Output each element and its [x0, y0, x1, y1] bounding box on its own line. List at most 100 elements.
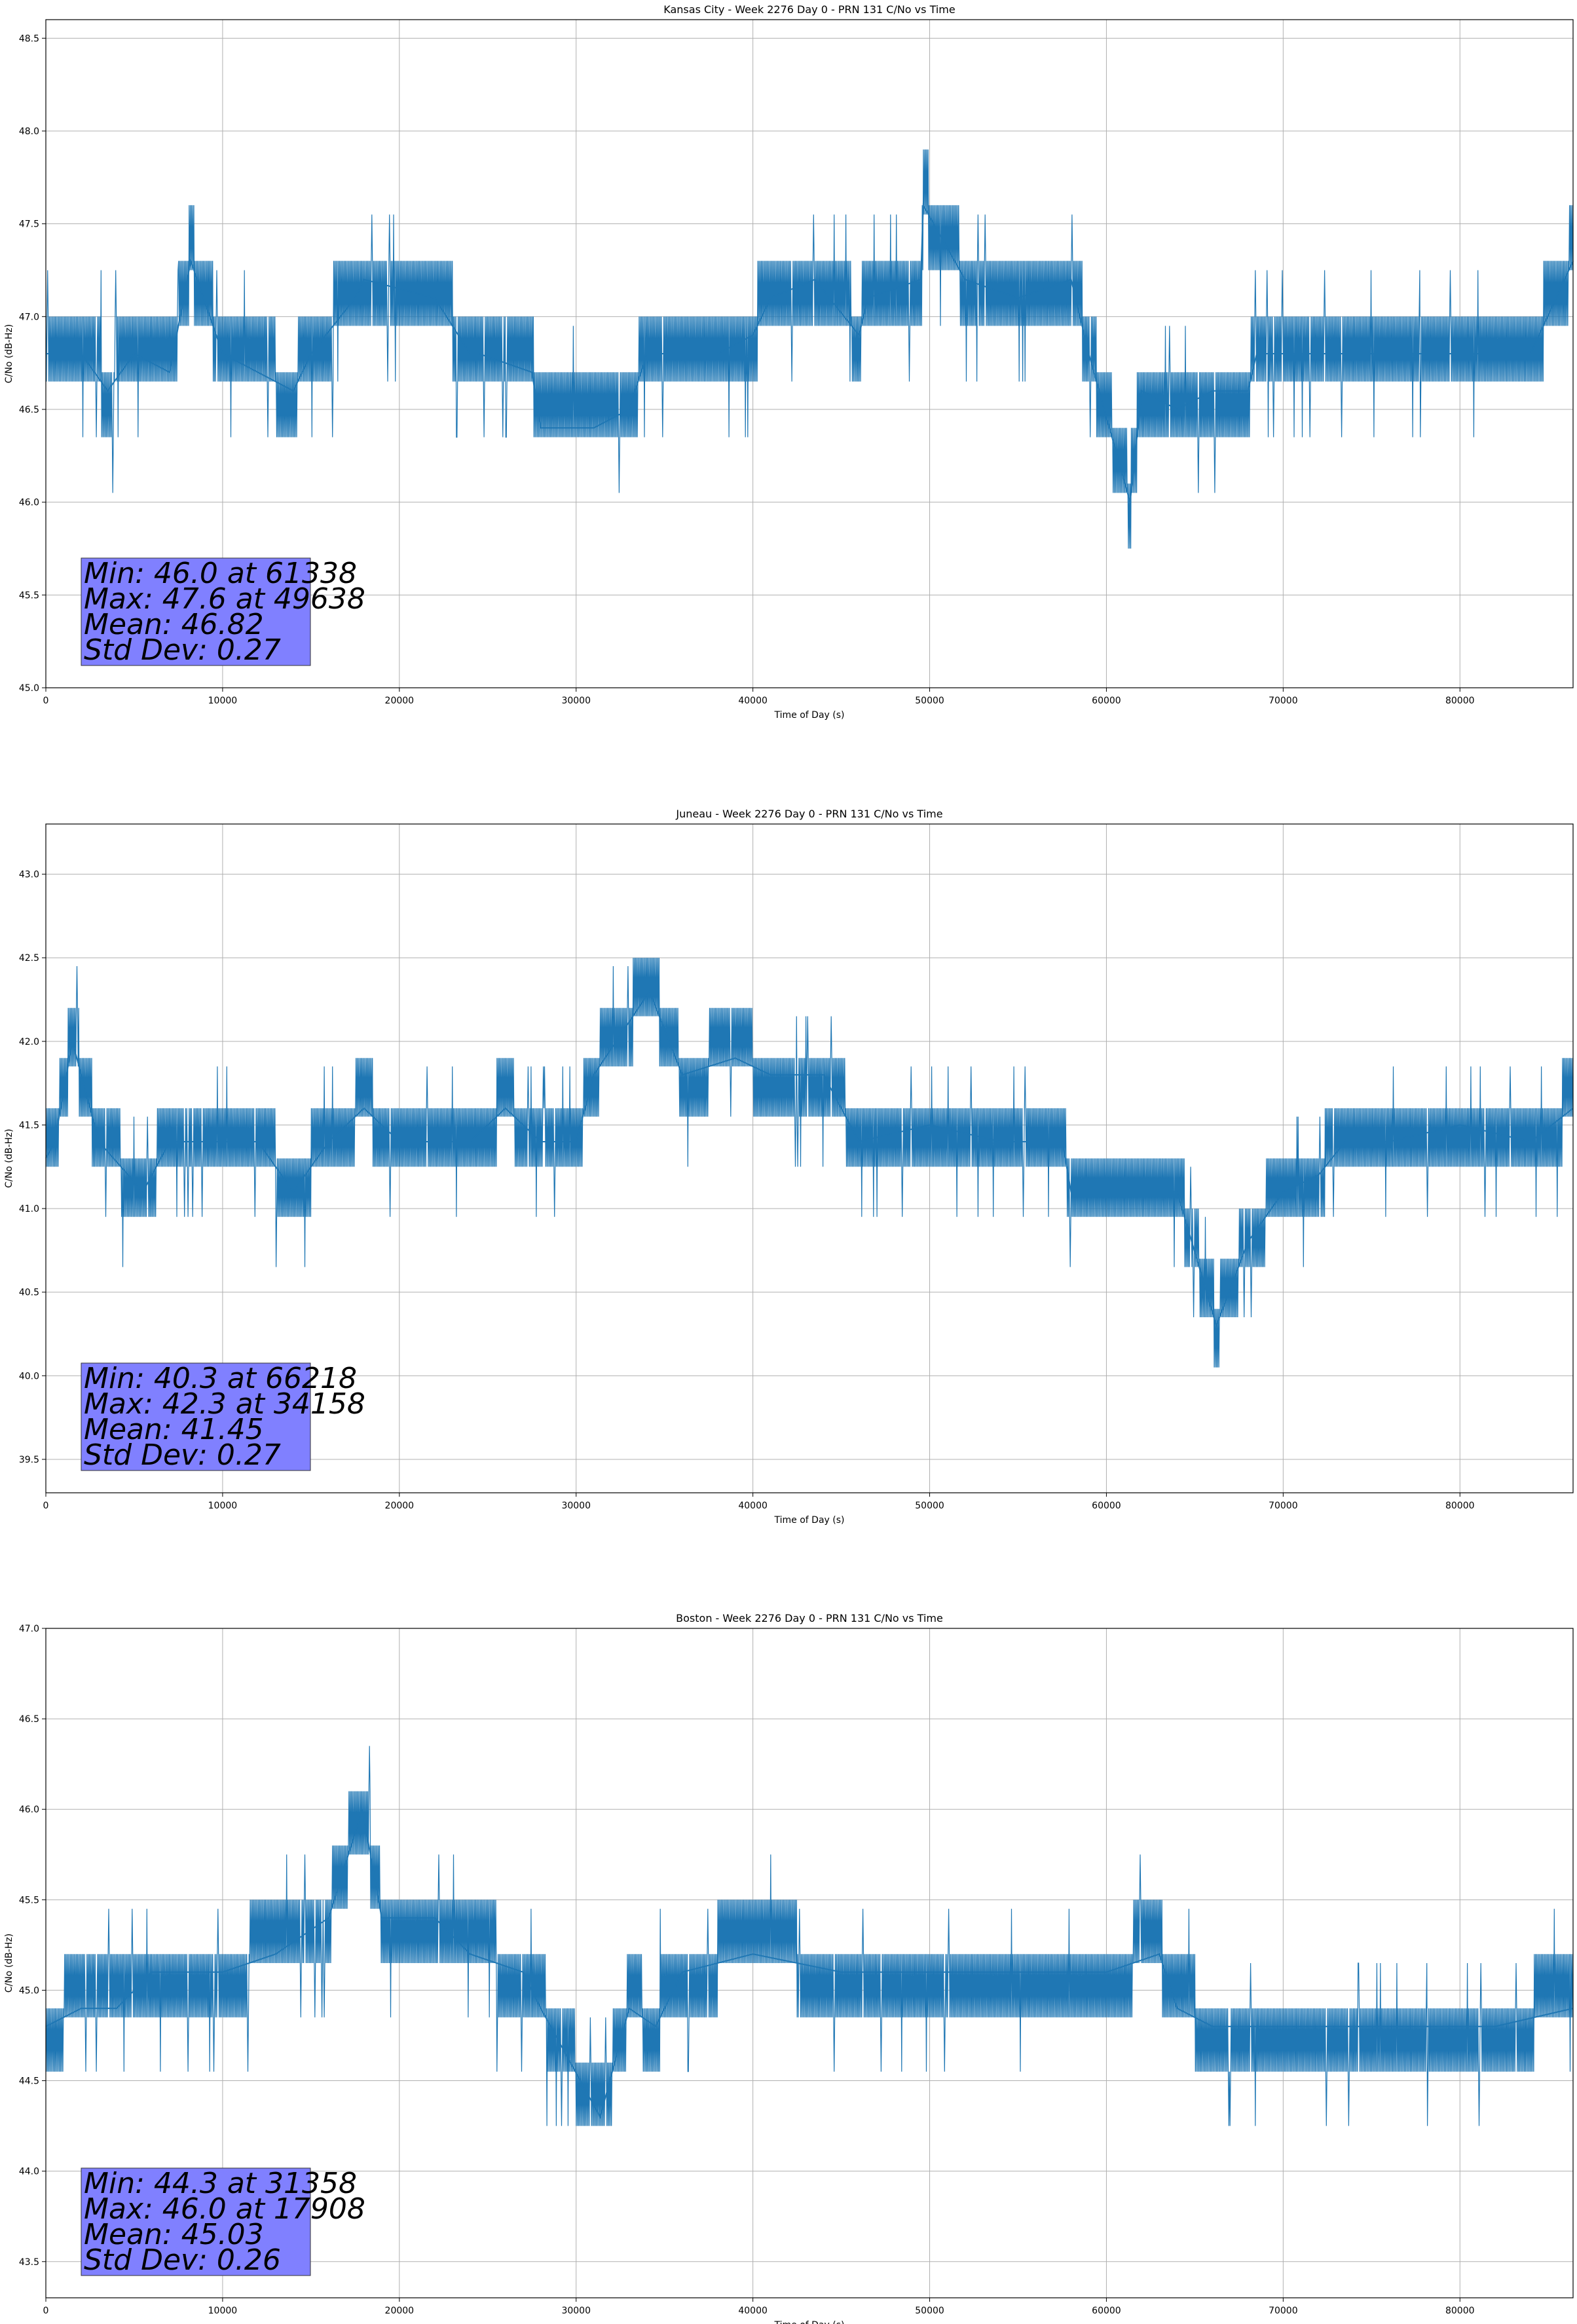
stats-box-background	[81, 557, 311, 666]
x-tick-label: 40000	[738, 1501, 768, 1511]
x-ticks: 0 10000 20000 30000 40000 50000 60000 70000 8000…	[43, 688, 1475, 706]
stats-line: Max: 46.0 at 17908	[84, 2192, 365, 2226]
y-tick-label: 40.0	[19, 1371, 39, 1381]
series-line	[45, 1746, 1574, 2126]
x-axis-label: Time of Day (s)	[774, 2320, 845, 2324]
series-trace	[46, 202, 1574, 502]
stats-line: Std Dev: 0.27	[84, 1438, 281, 1472]
x-tick-label: 30000	[561, 2306, 591, 2316]
y-tick-label: 42.0	[19, 1037, 39, 1047]
y-tick-label: 41.5	[19, 1120, 39, 1131]
y-tick-label: 45.0	[19, 683, 39, 694]
x-tick-label: 20000	[385, 696, 415, 706]
stats-line: Std Dev: 0.26	[84, 2243, 281, 2277]
chart-title: Juneau - Week 2276 Day 0 - PRN 131 C/No …	[675, 808, 942, 820]
x-tick-label: 80000	[1445, 696, 1475, 706]
y-tick-label: 45.5	[19, 1895, 39, 1905]
chart-title: Boston - Week 2276 Day 0 - PRN 131 C/No …	[676, 1612, 943, 1624]
x-tick-label: 40000	[738, 696, 768, 706]
x-tick-label: 70000	[1269, 696, 1298, 706]
stats-line: Mean: 45.03	[84, 2218, 264, 2251]
x-tick-label: 60000	[1092, 2306, 1121, 2316]
y-axis-label: C/No (dB-Hz)	[4, 1934, 14, 1993]
x-tick-label: 60000	[1092, 696, 1121, 706]
stats-box-background	[81, 1362, 311, 1471]
y-tick-label: 42.5	[19, 953, 39, 964]
y-tick-label: 48.5	[19, 33, 39, 44]
y-tick-label: 46.0	[19, 1805, 39, 1815]
y-tick-label: 43.5	[19, 2257, 39, 2268]
y-tick-label: 47.5	[19, 219, 39, 230]
x-tick-label: 0	[43, 696, 49, 706]
y-tick-label: 44.0	[19, 2167, 39, 2177]
x-tick-label: 50000	[915, 1501, 944, 1511]
x-tick-label: 80000	[1445, 1501, 1475, 1511]
chart-1: 0 10000 20000 30000 40000 50000 60000 70000 8000…	[4, 3, 1574, 721]
y-tick-label: 43.0	[19, 870, 39, 880]
x-tick-label: 30000	[561, 1501, 591, 1511]
x-tick-label: 60000	[1092, 1501, 1121, 1511]
y-ticks: 45.0 45.5 46.0 46.5 47.0 47.5 48.0 48.5	[19, 33, 46, 694]
x-tick-label: 0	[43, 1501, 49, 1511]
series-trace	[45, 990, 1574, 1328]
stats-line: Mean: 41.45	[84, 1413, 264, 1446]
y-axis-label: C/No (dB-Hz)	[4, 1129, 14, 1188]
y-tick-label: 47.0	[19, 1624, 39, 1634]
x-tick-label: 10000	[208, 696, 238, 706]
series-band	[45, 1746, 1574, 2126]
series-line	[45, 958, 1574, 1368]
x-tick-label: 20000	[385, 1501, 415, 1511]
x-tick-label: 40000	[738, 2306, 768, 2316]
series-band	[45, 149, 1574, 549]
y-tick-label: 39.5	[19, 1455, 39, 1465]
x-tick-label: 10000	[208, 1501, 238, 1511]
y-tick-label: 46.5	[19, 405, 39, 415]
x-tick-label: 50000	[915, 2306, 944, 2316]
x-tick-label: 10000	[208, 2306, 238, 2316]
stats-line: Max: 47.6 at 49638	[84, 582, 365, 616]
chart-2: 0 10000 20000 30000 40000 50000 60000 70000 8000…	[4, 808, 1574, 1526]
stats-line: Min: 40.3 at 66218	[84, 1362, 357, 1395]
x-tick-label: 30000	[561, 696, 591, 706]
y-tick-label: 46.0	[19, 498, 39, 508]
y-tick-label: 41.0	[19, 1204, 39, 1214]
chart-title: Kansas City - Week 2276 Day 0 - PRN 131 …	[663, 3, 955, 16]
stats-line: Min: 44.3 at 31358	[84, 2167, 357, 2200]
y-axis-label: C/No (dB-Hz)	[4, 324, 14, 383]
y-ticks: 39.5 40.0 40.5 41.0 41.5 42.0 42.5 43.0	[19, 870, 46, 1465]
series-line	[45, 149, 1574, 549]
x-tick-label: 0	[43, 2306, 49, 2316]
x-axis-label: Time of Day (s)	[774, 710, 845, 721]
x-tick-label: 70000	[1269, 2306, 1298, 2316]
y-tick-label: 44.5	[19, 2076, 39, 2087]
y-tick-label: 45.5	[19, 590, 39, 601]
stats-line: Min: 46.0 at 61338	[84, 557, 357, 590]
x-axis-label: Time of Day (s)	[774, 1515, 845, 1526]
stats-line: Mean: 46.82	[84, 608, 264, 641]
y-tick-label: 40.5	[19, 1288, 39, 1298]
y-tick-label: 46.5	[19, 1714, 39, 1725]
stats-line: Std Dev: 0.27	[84, 633, 281, 667]
x-tick-label: 80000	[1445, 2306, 1475, 2316]
x-tick-label: 70000	[1269, 1501, 1298, 1511]
chart-3: 0 10000 20000 30000 40000 50000 60000 70000 8000…	[4, 1612, 1574, 2324]
axes-frame	[45, 19, 1574, 688]
y-tick-label: 48.0	[19, 126, 39, 137]
series-band	[45, 958, 1574, 1368]
series-trace	[45, 1809, 1574, 2119]
x-tick-label: 50000	[915, 696, 944, 706]
y-tick-label: 45.0	[19, 1985, 39, 1996]
x-ticks: 0 10000 20000 30000 40000 50000 60000 70000 8000…	[43, 2298, 1475, 2316]
stats-box-background	[81, 2167, 311, 2276]
axes-frame	[45, 823, 1574, 1493]
y-tick-label: 47.0	[19, 312, 39, 322]
y-ticks: 43.5 44.0 44.5 45.0 45.5 46.0 46.5 47.0	[19, 1624, 46, 2268]
axes-frame	[45, 1628, 1574, 2298]
charts-root: 0 10000 20000 30000 40000 50000 60000 70000 8000…	[4, 3, 1574, 2324]
x-ticks: 0 10000 20000 30000 40000 50000 60000 70000 8000…	[43, 1493, 1475, 1511]
x-tick-label: 20000	[385, 2306, 415, 2316]
